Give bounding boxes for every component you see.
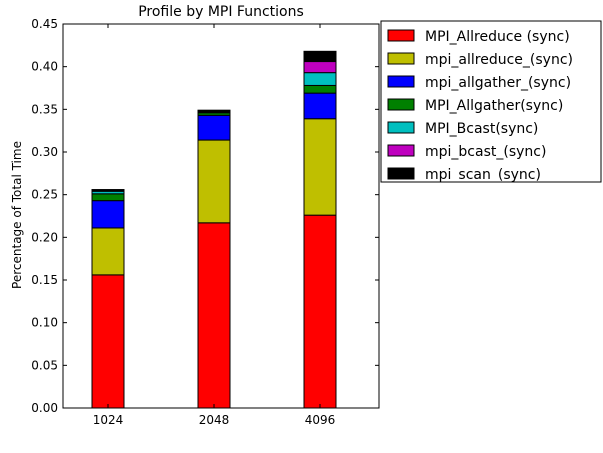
legend-label: mpi_scan_(sync) (425, 167, 541, 183)
bar-segment (303, 50, 337, 63)
legend-swatch (387, 52, 415, 65)
y-tick-label: 0.40 (31, 60, 58, 74)
legend-swatch (387, 98, 415, 111)
bar-segment (91, 189, 125, 191)
x-tick-label: 2048 (199, 413, 230, 427)
x-axis: 1024 2048 4096 (93, 24, 336, 427)
y-axis: 0.00 0.05 0.10 0.15 0.20 0.25 0.30 0.35 0.40 0.45 (31, 17, 379, 415)
bar-segment (303, 214, 337, 409)
legend-label: mpi_bcast_(sync) (425, 144, 546, 160)
plot-frame (62, 23, 380, 409)
legend-label: MPI_Allreduce (sync) (425, 29, 570, 45)
chart-title: Profile by MPI Functions (138, 4, 304, 20)
bar-segment (91, 200, 125, 229)
y-tick-label: 0.30 (31, 145, 58, 159)
legend-swatch (387, 121, 415, 134)
y-tick-label: 0.05 (31, 358, 58, 372)
y-axis-title: Percentage of Total Time (10, 141, 24, 289)
legend-swatch (387, 75, 415, 88)
bar-segment (303, 61, 337, 74)
bar-segment (91, 193, 125, 202)
bar-segment (303, 84, 337, 94)
y-tick-label: 0.15 (31, 273, 58, 287)
legend-box (380, 20, 602, 183)
bar-segment (303, 72, 337, 86)
legend-label: MPI_Allgather(sync) (425, 98, 563, 114)
x-tick-label: 4096 (305, 413, 336, 427)
x-tick-label: 1024 (93, 413, 124, 427)
legend-label: mpi_allgather_(sync) (425, 75, 571, 91)
bars-layer (91, 50, 337, 409)
bar-segment (197, 109, 231, 112)
bar-segment (91, 227, 125, 276)
legend: MPI_Allreduce (sync) mpi_allreduce_(sync)… (380, 20, 602, 183)
legend-label: mpi_allreduce_(sync) (425, 52, 573, 68)
y-tick-label: 0.45 (31, 17, 58, 31)
y-tick-label: 0.00 (31, 401, 58, 415)
y-tick-label: 0.35 (31, 102, 58, 116)
bar-segment (197, 222, 231, 409)
legend-label: MPI_Bcast(sync) (425, 121, 538, 137)
bar-segment (303, 118, 337, 216)
y-tick-label: 0.20 (31, 230, 58, 244)
y-tick-label: 0.10 (31, 316, 58, 330)
bar-segment (303, 92, 337, 120)
legend-swatch (387, 144, 415, 157)
legend-swatch (387, 29, 415, 42)
y-tick-label: 0.25 (31, 188, 58, 202)
legend-swatch (387, 167, 415, 180)
bar-segment (91, 274, 125, 409)
bar-segment (197, 139, 231, 224)
bar-segment (197, 114, 231, 141)
